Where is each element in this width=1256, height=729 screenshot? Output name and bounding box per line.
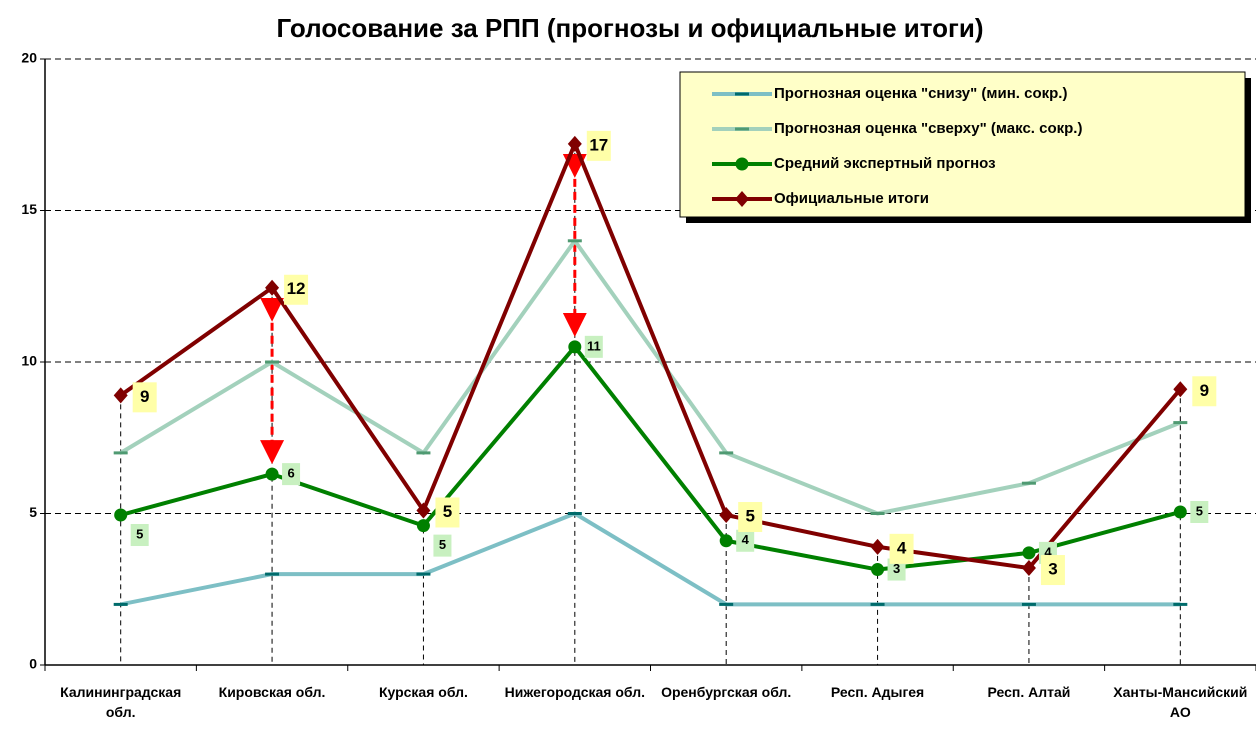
- data-label: 17: [589, 135, 608, 154]
- data-label: 5: [1196, 503, 1203, 518]
- data-label: 4: [1044, 544, 1052, 559]
- data-label: 12: [287, 279, 306, 298]
- x-tick-label: Нижегородская обл.: [504, 684, 645, 700]
- data-label-bg: [282, 463, 301, 486]
- x-tick-label: Оренбургская обл.: [661, 684, 792, 700]
- x-tick-label: Курская обл.: [378, 684, 468, 700]
- series-line: [120, 511, 1181, 607]
- x-tick-label: Калининградская обл.: [60, 684, 182, 720]
- y-tick-label: 10: [21, 353, 37, 369]
- legend-label: Официальные итоги: [774, 190, 929, 207]
- y-tick-label: 0: [29, 656, 37, 672]
- data-label: 6: [287, 466, 294, 481]
- marker: [1173, 505, 1187, 519]
- marker: [1173, 381, 1188, 398]
- legend-box: [679, 71, 1246, 218]
- data-label-bg: [738, 502, 763, 533]
- data-label-bg: [586, 130, 611, 161]
- legend-label: Прогнозная оценка "снизу" (мин. сокр.): [774, 85, 1067, 102]
- data-label-bg: [736, 529, 755, 552]
- marker: [871, 563, 885, 577]
- data-label: 4: [742, 532, 750, 547]
- data-label-bg: [887, 558, 906, 581]
- data-label: 5: [745, 506, 754, 525]
- x-tick-label: Респ. Алтай: [987, 684, 1071, 700]
- x-tick-label: Кировская обл.: [218, 684, 326, 700]
- data-label-bg: [889, 533, 914, 564]
- legend-label: Прогнозная оценка "сверху" (макс. сокр.): [774, 120, 1082, 137]
- data-label-bg: [1192, 376, 1217, 407]
- series-line: [119, 141, 1182, 571]
- marker: [735, 191, 749, 207]
- y-tick-label: 5: [29, 504, 37, 520]
- data-label-bg: [433, 534, 452, 557]
- y-tick-label: 15: [21, 201, 37, 217]
- data-label: 5: [439, 537, 446, 552]
- data-label: 3: [893, 561, 900, 576]
- data-label-bg: [132, 382, 157, 413]
- data-label-bg: [284, 274, 309, 305]
- legend-label: Средний экспертный прогноз: [774, 155, 996, 172]
- data-label: 3: [1048, 560, 1057, 579]
- x-tick-label: Ханты-Мансийский АО: [1113, 684, 1248, 720]
- data-label: 9: [140, 387, 149, 406]
- marker: [870, 538, 885, 555]
- marker: [416, 502, 431, 519]
- y-tick-label: 20: [21, 50, 37, 66]
- marker: [1022, 546, 1036, 560]
- marker: [567, 135, 582, 152]
- x-tick-label: Респ. Адыгея: [830, 684, 925, 700]
- data-label: 5: [443, 502, 452, 521]
- data-label: 5: [136, 526, 143, 541]
- legend: Прогнозная оценка "снизу" (мин. сокр.) Пр…: [679, 71, 1246, 218]
- data-label: 9: [1200, 381, 1209, 400]
- marker: [265, 279, 280, 296]
- data-label-bg: [584, 335, 603, 358]
- chart-title: Голосование за РПП (прогнозы и официальн…: [276, 13, 983, 43]
- data-label: 4: [897, 538, 907, 557]
- data-label: 11: [587, 338, 601, 353]
- series-line: [119, 238, 1182, 516]
- marker: [114, 508, 128, 522]
- series-line: [120, 344, 1181, 572]
- data-label-bg: [435, 497, 460, 528]
- marker: [568, 340, 582, 354]
- data-label-bg: [1040, 555, 1065, 586]
- marker: [735, 157, 749, 171]
- data-label-bg: [1190, 500, 1209, 523]
- marker: [719, 534, 733, 548]
- marker: [1021, 560, 1036, 577]
- marker: [113, 387, 128, 404]
- marker: [416, 519, 430, 533]
- data-label-bg: [130, 524, 149, 547]
- marker: [719, 507, 734, 524]
- marker: [265, 467, 279, 481]
